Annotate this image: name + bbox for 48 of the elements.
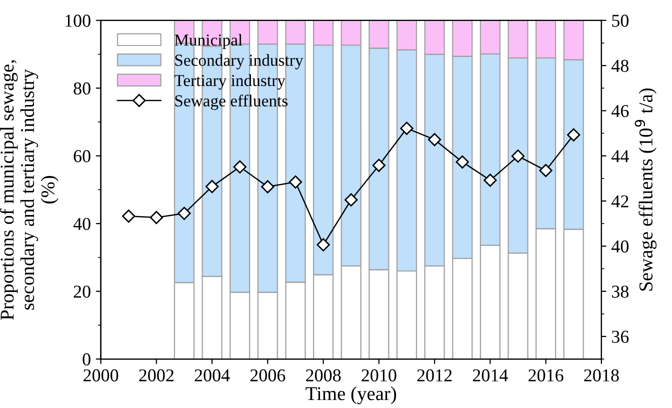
legend-label: Sewage effluents — [175, 94, 288, 110]
x-tick-label: 2014 — [472, 369, 508, 382]
x-tick-label: 2000 — [84, 369, 118, 382]
point — [511, 149, 525, 163]
x-tick-label: 2012 — [417, 369, 452, 382]
x-tick-label: 2010 — [362, 369, 396, 382]
x-tick-label: 2018 — [584, 369, 619, 382]
point — [122, 210, 136, 223]
x-tick-label: 2004 — [194, 369, 230, 382]
point — [428, 133, 442, 146]
y2-tick-label: 44 — [612, 150, 629, 162]
legend-label: Municipal — [174, 34, 242, 50]
point — [344, 193, 358, 206]
x-axis-title: Time (year) — [306, 386, 396, 404]
point — [288, 175, 302, 189]
y2-tick-label: 40 — [612, 240, 629, 253]
point — [205, 180, 219, 194]
point — [316, 238, 330, 252]
y2-tick-label: 38 — [612, 286, 629, 298]
y2-tick-label: 42 — [612, 195, 628, 208]
y-tick-label: 40 — [73, 218, 90, 230]
y-tick-label: 0 — [82, 353, 90, 366]
y2-tick-label: 36 — [612, 330, 629, 343]
x-tick-label: 2016 — [528, 369, 564, 382]
point — [539, 164, 552, 178]
legend-label: Tertiary industry — [174, 74, 286, 90]
y-tick-label: 100 — [66, 14, 90, 27]
point — [261, 180, 274, 194]
x-tick-label: 2006 — [250, 369, 286, 382]
point — [150, 210, 164, 224]
point — [233, 160, 246, 174]
y2-tick-label: 48 — [612, 60, 629, 72]
point — [484, 174, 497, 187]
y2-tick-label: 50 — [612, 14, 629, 27]
point — [178, 206, 191, 220]
y-tick-label: 20 — [74, 286, 90, 298]
point — [372, 158, 386, 172]
y2-axis-title: Sewage effluents (10$^{9}$ t/a) — [634, 88, 657, 291]
y-tick-label: 60 — [74, 150, 90, 162]
y-axis-title: Proportions of municipal sewage, secondary and tertiary industry (%) — [0, 60, 58, 320]
point — [567, 128, 580, 142]
point — [456, 155, 469, 169]
point — [400, 122, 414, 135]
y-tick-label: 80 — [74, 82, 90, 95]
x-tick-label: 2002 — [139, 369, 174, 382]
legend-label: Secondary industry — [175, 54, 304, 70]
y2-tick-label: 46 — [612, 105, 629, 118]
x-tick-label: 2008 — [306, 369, 341, 382]
